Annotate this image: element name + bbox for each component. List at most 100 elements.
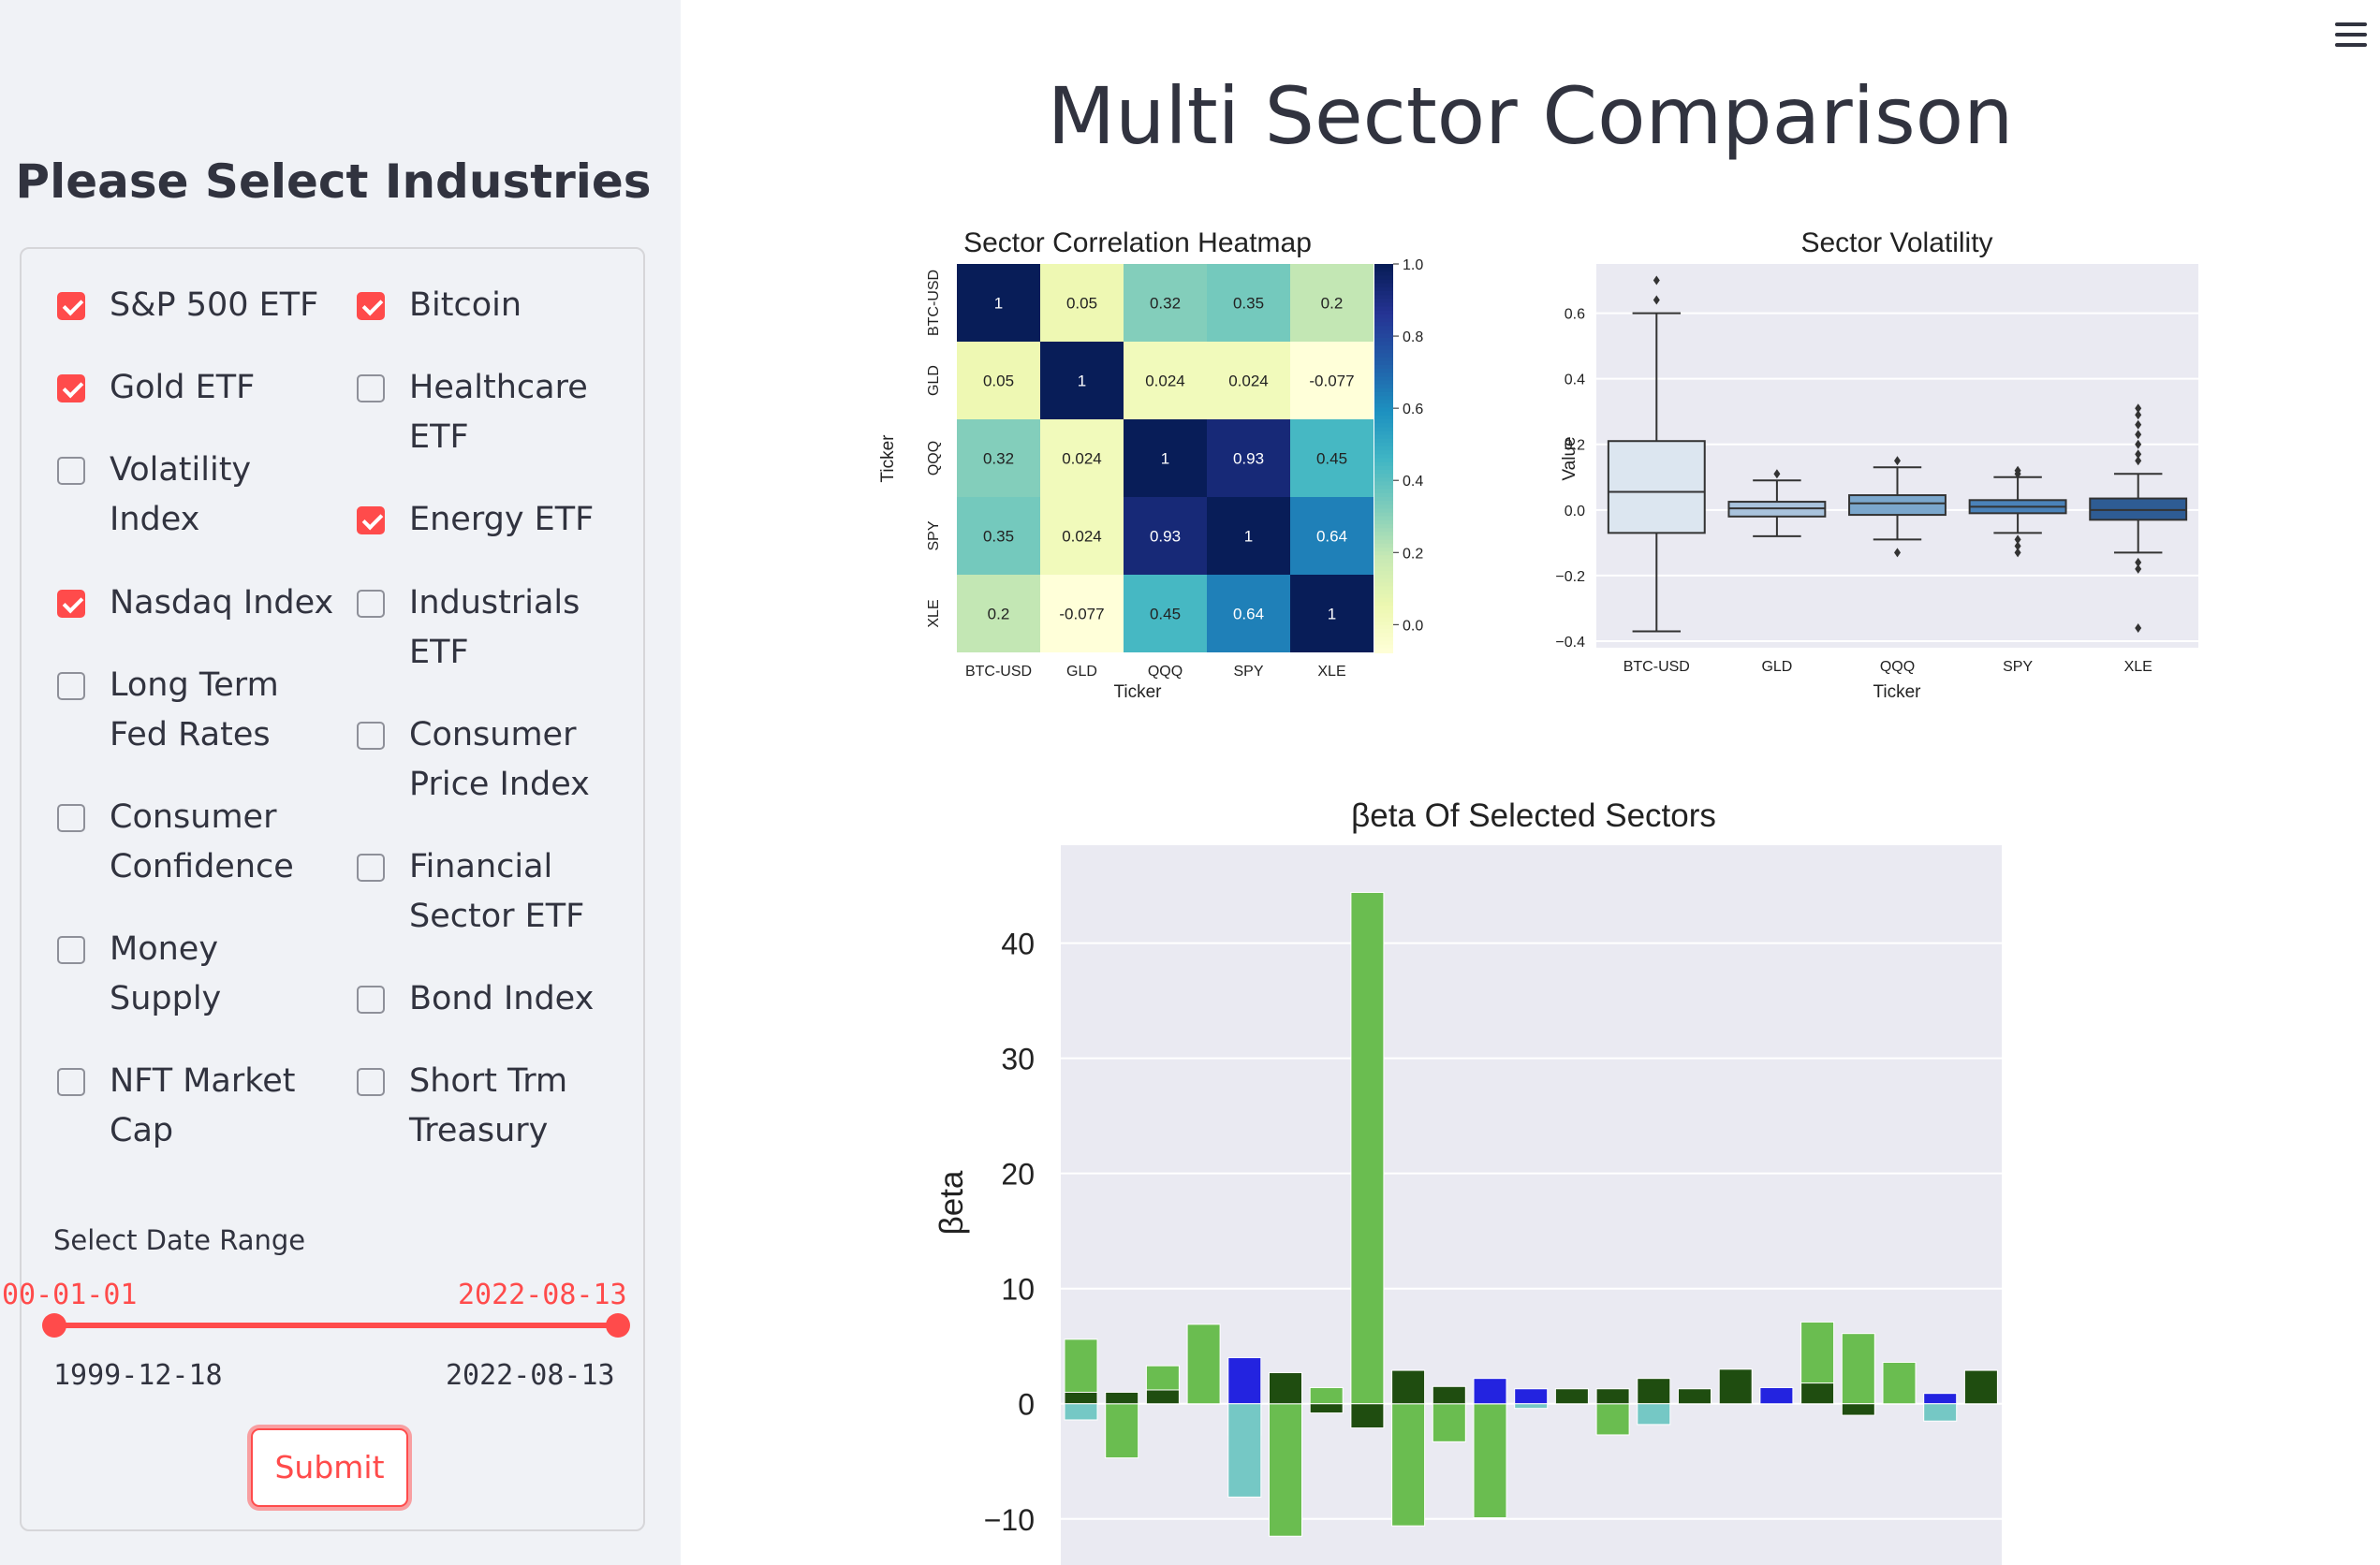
beta-bar — [1554, 1388, 1589, 1405]
submit-button[interactable]: Submit — [251, 1428, 408, 1507]
checkbox-box[interactable] — [357, 292, 385, 320]
beta-bar — [1064, 1403, 1098, 1421]
boxplot-outlier — [2135, 456, 2142, 466]
heatmap-cell — [957, 575, 1040, 652]
colorbar-segment — [1374, 519, 1393, 526]
boxplot-y-tick: −0.4 — [1555, 635, 1585, 651]
colorbar-segment — [1374, 349, 1393, 355]
boxplot-x-tick: SPY — [2003, 659, 2033, 675]
heatmap-cell-label: 0.2 — [1321, 295, 1344, 313]
colorbar-segment — [1374, 512, 1393, 518]
colorbar-tick-label: 0.8 — [1403, 329, 1423, 345]
checkbox-box[interactable] — [357, 590, 385, 618]
colorbar-segment — [1374, 333, 1393, 339]
checkbox-box[interactable] — [57, 457, 85, 485]
menu-icon[interactable] — [2335, 22, 2367, 47]
colorbar-segment — [1374, 461, 1393, 467]
checkbox-box[interactable] — [57, 374, 85, 402]
colorbar-segment — [1374, 438, 1393, 444]
checkbox-box[interactable] — [57, 672, 85, 700]
heatmap-cell — [1040, 342, 1124, 419]
boxplot-outlier — [2135, 403, 2142, 414]
page-title: Multi Sector Comparison — [1047, 70, 2014, 162]
checkbox-box[interactable] — [57, 804, 85, 832]
bar-y-tick: 40 — [1001, 928, 1035, 961]
checkbox-box[interactable] — [57, 590, 85, 618]
heatmap-cell-label: 0.2 — [988, 606, 1010, 623]
colorbar-segment — [1374, 318, 1393, 324]
heatmap-cell — [957, 342, 1040, 419]
colorbar-segment — [1374, 268, 1393, 273]
checkbox-box[interactable] — [57, 1068, 85, 1096]
heatmap-cell-label: 0.93 — [1150, 528, 1181, 546]
colorbar-segment — [1374, 329, 1393, 335]
checkbox-box[interactable] — [357, 854, 385, 882]
heatmap-cell — [1124, 575, 1207, 652]
checkbox-label: Nasdaq Index — [110, 584, 334, 622]
checkbox-label: Money Supply — [110, 930, 222, 1017]
bar-y-tick: −10 — [984, 1503, 1035, 1537]
colorbar-segment — [1374, 528, 1393, 534]
boxplot-x-tick: GLD — [1761, 659, 1792, 675]
beta-bar — [1514, 1403, 1549, 1410]
boxplot-x-tick: QQQ — [1880, 659, 1915, 675]
beta-bar — [1309, 1403, 1344, 1414]
colorbar-segment — [1374, 275, 1393, 281]
heatmap-x-tick: XLE — [1317, 664, 1345, 680]
checkbox-label: Energy ETF — [409, 501, 595, 538]
colorbar-segment — [1374, 391, 1393, 398]
colorbar-segment — [1374, 613, 1393, 619]
colorbar-segment — [1374, 295, 1393, 300]
checkbox-box[interactable] — [357, 374, 385, 402]
sidebar-title: Please Select Industries — [15, 154, 652, 209]
industry-form — [20, 247, 645, 1531]
colorbar-segment — [1374, 264, 1393, 270]
colorbar-segment — [1374, 602, 1393, 607]
colorbar-segment — [1374, 505, 1393, 510]
colorbar-segment — [1374, 442, 1393, 448]
boxplot-outlier — [1653, 275, 1660, 285]
heatmap-y-tick: XLE — [926, 599, 942, 627]
bar-y-tick: 30 — [1001, 1043, 1035, 1076]
sidebar: Please Select Industries S&P 500 ETF Gol… — [0, 0, 681, 1565]
colorbar-segment — [1374, 384, 1393, 389]
heatmap-cell — [1207, 419, 1290, 497]
checkbox-box[interactable] — [357, 986, 385, 1014]
heatmap-cell — [1040, 419, 1124, 497]
colorbar-segment — [1374, 477, 1393, 483]
heatmap-cell — [1124, 264, 1207, 342]
slider-end-handle[interactable] — [606, 1313, 630, 1338]
beta-bar — [1350, 1403, 1385, 1429]
heatmap-cell — [1124, 419, 1207, 497]
heatmap-cell-label: 0.32 — [983, 450, 1014, 468]
colorbar-segment — [1374, 345, 1393, 351]
heatmap-cell — [957, 264, 1040, 342]
boxplot-x-tick: XLE — [2124, 659, 2152, 675]
checkbox-label: Bond Index — [409, 980, 595, 1017]
beta-bar — [1186, 1324, 1221, 1405]
colorbar-segment — [1374, 469, 1393, 475]
colorbar-segment — [1374, 547, 1393, 553]
checkbox-label: Healthcare ETF — [409, 369, 588, 456]
date-range-slider-track[interactable] — [53, 1323, 617, 1328]
colorbar-segment — [1374, 357, 1393, 362]
slider-max-label: 2022-08-13 — [446, 1359, 615, 1392]
checkbox-box[interactable] — [357, 1068, 385, 1096]
colorbar-segment — [1374, 617, 1393, 622]
checkbox-box[interactable] — [57, 292, 85, 320]
colorbar-segment — [1374, 302, 1393, 308]
slider-start-handle[interactable] — [42, 1313, 66, 1338]
heatmap-xlabel: Ticker — [1113, 682, 1162, 702]
colorbar-segment — [1374, 489, 1393, 494]
boxplot-box — [1848, 494, 1947, 517]
checkbox-box[interactable] — [357, 506, 385, 534]
heatmap-cell-label: 1 — [1328, 606, 1336, 623]
checkbox-box[interactable] — [357, 722, 385, 750]
beta-bar — [1391, 1369, 1426, 1405]
colorbar-segment — [1374, 578, 1393, 584]
heatmap-cell — [957, 497, 1040, 575]
checkbox-box[interactable] — [57, 936, 85, 964]
beta-bar — [1269, 1403, 1302, 1537]
checkbox-label: Long Term Fed Rates — [110, 666, 279, 753]
beta-bar — [1309, 1387, 1344, 1405]
